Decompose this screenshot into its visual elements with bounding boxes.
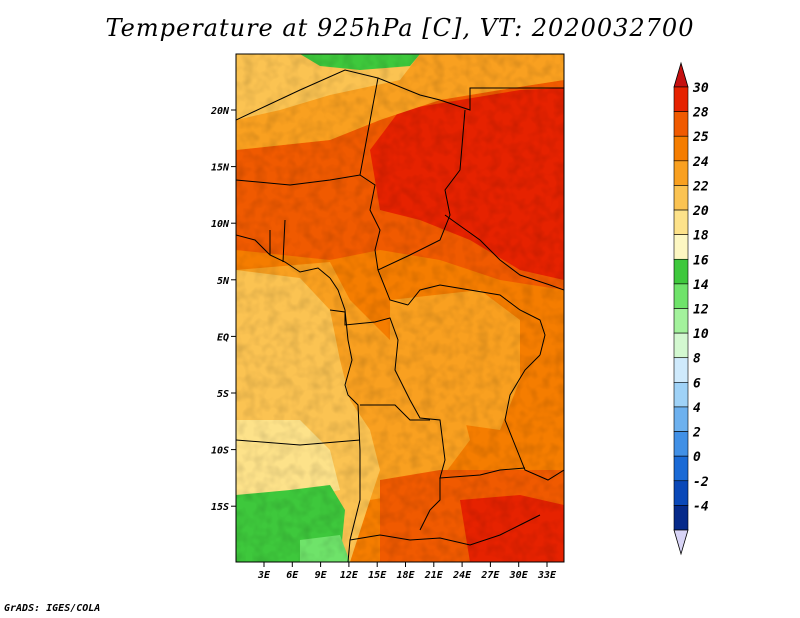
lon-tick-label: 3E	[257, 570, 271, 581]
chart-title: Temperature at 925hPa [C], VT: 202003270…	[105, 14, 695, 42]
colorbar-swatch	[673, 308, 689, 334]
colorbar-swatch	[673, 135, 689, 162]
colorbar-swatch	[673, 209, 689, 235]
colorbar-label: 25	[692, 130, 709, 145]
colorbar-swatch	[673, 505, 689, 531]
lon-tick-label: 9E	[315, 570, 328, 581]
colorbar-label: 0	[693, 450, 701, 465]
colorbar-swatch	[673, 160, 689, 186]
temperature-field	[236, 54, 564, 562]
colorbar-label: 4	[693, 401, 701, 416]
lat-tick-label: 10S	[211, 446, 229, 457]
lat-tick-label: 15S	[211, 502, 229, 513]
colorbar-swatch	[673, 258, 689, 285]
colorbar-swatch	[673, 406, 689, 432]
lat-tick-label: 5S	[217, 389, 229, 400]
colorbar-label: 30	[692, 81, 709, 96]
lat-tick-label: EQ	[217, 332, 229, 343]
colorbar-swatch	[673, 357, 689, 383]
longitude-axis: 3E 6E 9E 12E 15E 18E 21E 24E 27E 30E 33E	[257, 562, 557, 581]
colorbar-top-arrow	[673, 61, 689, 88]
colorbar-label: -2	[693, 475, 709, 490]
colorbar-label: 12	[693, 303, 709, 318]
lon-tick-label: 12E	[340, 570, 359, 581]
colorbar-swatch	[673, 86, 689, 112]
lon-tick-label: 18E	[396, 570, 415, 581]
colorbar-swatch	[673, 431, 689, 457]
colorbar-label: 2	[692, 426, 701, 441]
colorbar-swatch	[673, 455, 689, 482]
colorbar-label: 16	[693, 253, 709, 268]
colorbar-label: 6	[693, 376, 701, 391]
lon-tick-label: 27E	[480, 570, 500, 581]
lon-tick-label: 24E	[452, 570, 472, 581]
colorbar-label: 18	[693, 229, 709, 244]
lat-tick-label: 15N	[211, 163, 230, 174]
colorbar-label: 28	[692, 106, 709, 121]
colorbar-swatch	[673, 283, 689, 309]
colorbar-label: 8	[693, 352, 701, 367]
lat-tick-label: 5N	[217, 276, 230, 287]
colorbar-label: 14	[693, 278, 709, 293]
colorbar-label: -4	[693, 499, 709, 514]
colorbar-swatch	[673, 185, 689, 211]
colorbar-swatch	[673, 480, 689, 506]
colorbar-label: 22	[692, 179, 709, 194]
lon-tick-label: 6E	[286, 570, 299, 581]
lat-tick-label: 20N	[210, 106, 230, 117]
latitude-axis: 20N 15N 10N 5N EQ 5S 10S 15S	[210, 106, 236, 513]
colorbar-label: 20	[692, 204, 709, 219]
colorbar-label: 24	[692, 155, 709, 170]
colorbar-swatch	[673, 111, 689, 137]
grads-credit: GrADS: IGES/COLA	[4, 603, 101, 614]
map-frame	[235, 53, 565, 563]
lon-tick-label: 21E	[424, 570, 444, 581]
colorbar-swatch	[673, 234, 689, 260]
colorbar-bottom-arrow	[673, 529, 689, 556]
lon-tick-label: 30E	[509, 570, 529, 581]
colorbar-swatch	[673, 332, 689, 359]
lat-tick-label: 10N	[211, 219, 230, 230]
lon-tick-label: 33E	[537, 570, 557, 581]
colorbar-swatch	[673, 382, 689, 408]
country-boundaries	[236, 69, 564, 562]
lon-tick-label: 15E	[368, 570, 387, 581]
colorbar-label: 10	[693, 327, 709, 342]
